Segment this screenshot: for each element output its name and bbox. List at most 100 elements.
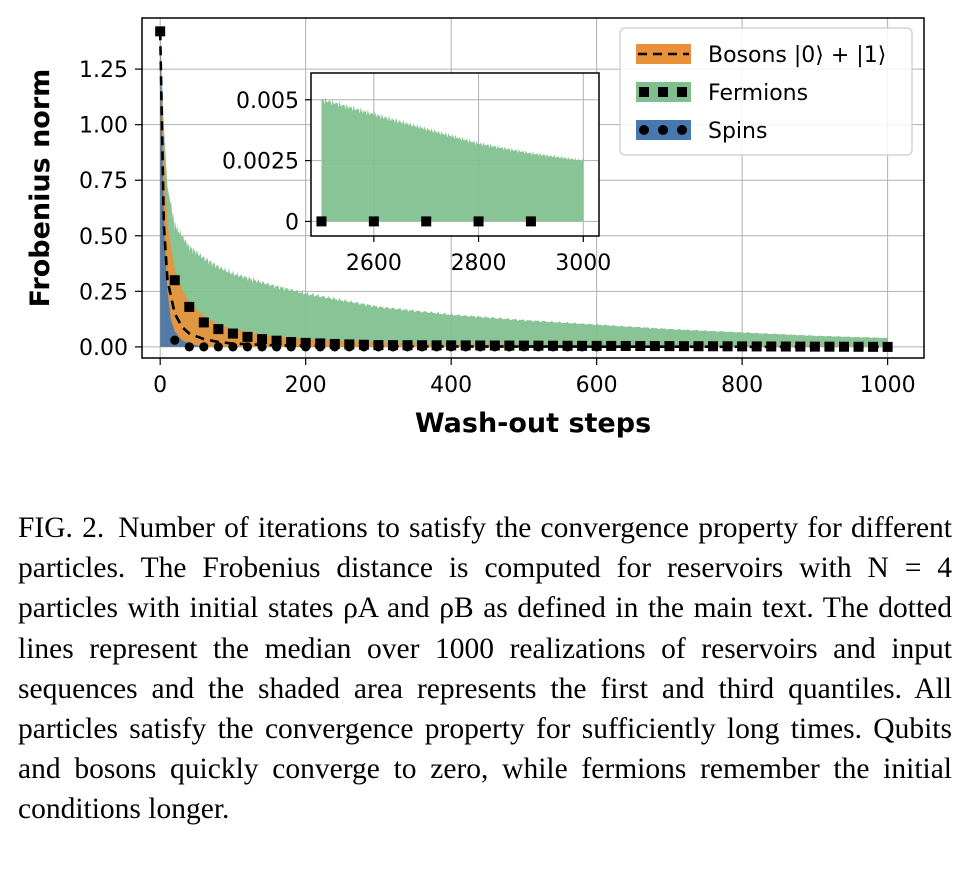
fermions-median-point — [678, 341, 689, 352]
x-tick-label: 800 — [721, 373, 763, 398]
legend-box — [619, 27, 913, 156]
x-tick-label: 600 — [576, 373, 618, 398]
inset-fermions-point — [316, 216, 327, 227]
fermions-median-point — [184, 301, 195, 312]
figure-caption: FIG. 2. Number of iterations to satisfy t… — [18, 508, 952, 830]
spins-median-point — [446, 342, 456, 352]
band-area — [160, 31, 204, 347]
fermions-median-point — [213, 324, 224, 335]
spins-median-point — [170, 335, 180, 345]
fermions-median-point — [664, 341, 675, 352]
y-tick-label: 0.25 — [79, 280, 128, 305]
legend-label: Spins — [708, 119, 767, 144]
x-axis-label: Wash-out steps — [415, 408, 651, 439]
legend-circle-marker — [639, 125, 649, 135]
inset-x-tick-label: 3000 — [555, 251, 611, 276]
inset-frame — [310, 72, 600, 237]
inset-y-tick-label: 0 — [285, 210, 299, 235]
caption-text: Number of iterations to satisfy the conv… — [18, 512, 952, 826]
fermions-median-point — [780, 341, 791, 352]
spins-median-point — [315, 342, 325, 352]
fermions-median-point — [169, 275, 180, 286]
x-tick-label: 200 — [285, 373, 327, 398]
inset-x-tick-label: 2800 — [451, 251, 507, 276]
y-tick-label: 0.00 — [79, 336, 128, 361]
x-tick-label: 0 — [153, 373, 167, 398]
y-axis-label: Frobenius norm — [25, 69, 56, 308]
fermions-median-point — [693, 341, 704, 352]
figure: 0 200 400 600 800 1000 0.00 0.25 0.50 0.75 1.00 1.… — [25, 17, 925, 439]
fermions-median-point — [635, 341, 646, 352]
inset-fermions-point — [525, 216, 536, 227]
spins-median-point — [461, 342, 471, 352]
fermions-median-point — [155, 26, 166, 37]
fermions-median-point — [795, 341, 806, 352]
inset-points — [316, 216, 536, 227]
inset-y-tick-label: 0.005 — [236, 89, 299, 114]
x-tick-label: 400 — [430, 373, 472, 398]
spins-median-point — [271, 342, 282, 352]
inset-fermions-band — [321, 96, 584, 222]
spins-median-point — [417, 342, 427, 352]
y-tick-label: 1.00 — [79, 114, 128, 139]
spins-median-point — [402, 342, 413, 352]
fermions-median-point — [227, 328, 238, 339]
spins-median-point — [199, 342, 209, 352]
fermions-median-point — [838, 341, 849, 352]
inset-bands — [321, 96, 584, 222]
spins-median-point — [519, 342, 529, 352]
spins-median-point — [388, 342, 398, 352]
spins-median-point — [359, 342, 369, 352]
fermions-median-point — [286, 337, 297, 347]
spins-median-point — [475, 342, 485, 352]
fermions-median-point — [882, 341, 893, 352]
legend-square-marker — [639, 87, 649, 97]
fermions-median-point — [198, 317, 209, 328]
fermions-median-point — [242, 331, 253, 342]
y-tick-label: 0.75 — [79, 169, 128, 194]
spins-median-point — [330, 342, 340, 352]
inset-panel: 2600 2800 3000 0 0.0025 0.005 — [222, 72, 611, 276]
inset-fermions-point — [421, 216, 432, 227]
fermions-median-point — [620, 340, 631, 351]
fermions-median-point — [606, 340, 617, 351]
legend-label: Fermions — [708, 81, 808, 106]
main-medians — [155, 26, 893, 352]
spins-median-point — [286, 342, 296, 352]
fermions-median-point — [737, 341, 748, 352]
fermions-median-point — [766, 341, 777, 352]
spins-median-point — [548, 342, 558, 352]
legend: Bosons |0⟩ + |1⟩ Fermions Spins — [619, 27, 913, 156]
spins-median-point — [213, 342, 223, 352]
main-y-axis: 0.00 0.25 0.50 0.75 1.00 1.25 — [79, 58, 142, 361]
spins-median-point — [533, 342, 544, 352]
inset-fermions-point — [368, 216, 379, 227]
legend-label: Bosons |0⟩ + |1⟩ — [708, 43, 886, 68]
spins-median-point — [373, 342, 384, 352]
spins-median-point — [577, 342, 587, 352]
fermions-median-point — [257, 334, 268, 345]
spins-median-point — [184, 342, 194, 352]
fermions-median-point — [649, 341, 660, 352]
fermions-median-point — [751, 341, 762, 352]
legend-square-marker — [677, 87, 687, 97]
legend-entry: Fermions — [636, 81, 808, 106]
chart-svg: 0 200 400 600 800 1000 0.00 0.25 0.50 0.75 1.00 1.… — [25, 17, 925, 439]
y-tick-label: 0.50 — [79, 225, 128, 250]
inset-x-axis: 2600 2800 3000 — [346, 236, 611, 276]
spins-median-point — [301, 342, 311, 352]
legend-entry: Bosons |0⟩ + |1⟩ — [636, 43, 886, 68]
band-area — [160, 31, 888, 347]
spins-median-point — [504, 342, 514, 352]
legend-circle-marker — [658, 125, 668, 135]
spins-median-point — [432, 342, 442, 352]
inset-fermions-point — [473, 216, 484, 227]
spins-median-point — [490, 342, 500, 352]
legend-swatch — [636, 44, 691, 64]
caption-label: FIG. 2. — [18, 512, 105, 544]
spins-median-point — [242, 342, 253, 352]
main-x-axis: 0 200 400 600 800 1000 — [153, 358, 916, 398]
spins-median-point — [592, 342, 602, 352]
main-bands — [160, 31, 888, 347]
inset-y-tick-label: 0.0025 — [222, 150, 299, 175]
